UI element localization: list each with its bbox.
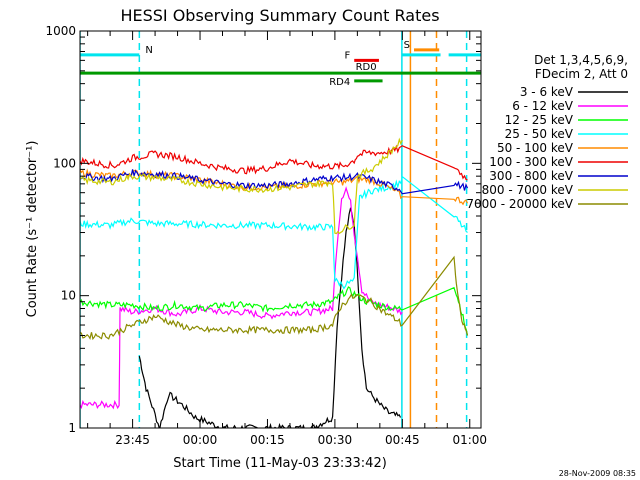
legend-label: 3 - 6 keV <box>520 85 574 99</box>
legend-header-2: FDecim 2, Att 0 <box>535 67 628 81</box>
legend-label: 25 - 50 keV <box>505 127 574 141</box>
series-line <box>80 144 468 181</box>
series-line <box>80 255 469 341</box>
legend-label: 100 - 300 keV <box>489 155 573 169</box>
x-tick-label: 00:00 <box>183 433 218 447</box>
chart-title: HESSI Observing Summary Count Rates <box>120 6 439 25</box>
series-line <box>80 186 403 410</box>
x-tick-label: 00:15 <box>250 433 285 447</box>
flag-label-rd0: RD0 <box>356 62 377 73</box>
x-tick-label: 01:00 <box>452 433 487 447</box>
x-tick-label: 00:45 <box>385 433 420 447</box>
legend-label: 12 - 25 keV <box>505 113 574 127</box>
series-line <box>80 175 468 290</box>
y-tick-label: 1 <box>68 421 76 435</box>
legend-label: 50 - 100 keV <box>497 141 574 155</box>
series-line <box>80 137 403 235</box>
y-tick-label: 100 <box>53 156 76 170</box>
y-tick-label: 10 <box>61 289 76 303</box>
footer-timestamp: 28-Nov-2009 08:35 <box>559 469 636 478</box>
legend-label: 7000 - 20000 keV <box>466 197 573 211</box>
x-tick-label: 00:30 <box>318 433 353 447</box>
series-line <box>138 207 402 428</box>
legend-label: 6 - 12 keV <box>512 99 574 113</box>
x-tick-label: 23:45 <box>115 433 150 447</box>
flag-label-rd4: RD4 <box>329 77 350 88</box>
legend-label: 800 - 7000 keV <box>482 183 574 197</box>
y-tick-label: 1000 <box>45 24 76 38</box>
legend-label: 300 - 800 keV <box>489 169 573 183</box>
flag-label-s: S <box>404 40 410 51</box>
series-line <box>80 286 469 336</box>
series-line <box>80 169 469 195</box>
x-axis-label: Start Time (11-May-03 23:33:42) <box>173 456 387 471</box>
legend-header-1: Det 1,3,4,5,6,9, <box>534 53 628 67</box>
flag-label-n: N <box>145 45 152 56</box>
plot-frame <box>79 30 482 429</box>
flag-label-f: F <box>344 50 350 61</box>
y-axis-label: Count Rate (s⁻¹ detector⁻¹) <box>25 141 40 318</box>
